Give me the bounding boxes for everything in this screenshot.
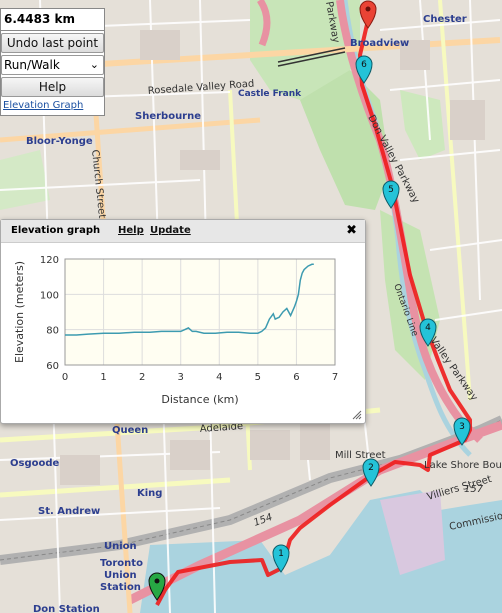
x-tick-label: 4 [216, 372, 222, 383]
close-icon[interactable]: ✖ [346, 223, 357, 238]
km-marker-4[interactable]: 4 [419, 318, 437, 347]
km-marker-3[interactable]: 3 [453, 417, 471, 446]
km-marker-2[interactable]: 2 [362, 458, 380, 487]
activity-mode-value: Run/Walk [4, 58, 60, 72]
y-axis-label: Elevation (meters) [13, 261, 26, 363]
plot-area [64, 258, 336, 366]
label-157: 157 [464, 484, 484, 495]
plot-border [64, 258, 336, 366]
label-queen: Queen [112, 425, 148, 436]
x-tick-label: 5 [255, 372, 261, 383]
chevron-down-icon: ⌄ [89, 58, 99, 71]
km-marker-label: 5 [388, 185, 394, 195]
label-bloor-yonge: Bloor-Yonge [26, 136, 93, 147]
label-toronto-union: Toronto Union Station [100, 558, 143, 593]
route-control-panel: 6.4483 km Undo last point Run/Walk ⌄ Hel… [0, 8, 105, 116]
x-tick-label: 2 [139, 372, 145, 383]
elevation-graph-popup: Elevation graph Help Update ✖ 0 1 2 3 4 5 6 7 60… [0, 219, 366, 424]
x-tick-label: 0 [62, 372, 68, 383]
km-marker-label: 1 [278, 549, 284, 559]
start-marker[interactable] [148, 572, 166, 601]
label-adelaide: Adelaide [199, 421, 243, 435]
popup-title: Elevation graph [11, 225, 101, 236]
x-tick-label: 6 [293, 372, 299, 383]
y-tick-label: 100 [40, 290, 59, 301]
undo-last-point-button[interactable]: Undo last point [1, 33, 104, 53]
end-marker[interactable] [359, 0, 377, 29]
label-broadview: Broadview [350, 38, 409, 49]
label-mill-street: Mill Street [335, 450, 386, 461]
route-line [155, 8, 472, 606]
label-lake-shore: Lake Shore Boulev [424, 460, 502, 471]
label-don-station: Don Station [33, 604, 100, 613]
km-marker-label: 6 [361, 60, 367, 70]
label-union: Union [104, 541, 137, 552]
y-tick-label: 60 [46, 361, 59, 372]
km-marker-label: 2 [368, 463, 374, 473]
y-tick-label: 80 [46, 326, 59, 337]
help-button[interactable]: Help [1, 77, 104, 97]
y-tick-label: 120 [40, 255, 59, 266]
label-st-andrew: St. Andrew [38, 506, 100, 517]
popup-help-link[interactable]: Help [118, 225, 144, 236]
popup-header: Elevation graph Help Update ✖ [1, 220, 365, 243]
resize-grip-icon[interactable] [352, 410, 362, 420]
elevation-graph-link[interactable]: Elevation Graph [3, 100, 84, 111]
label-osgoode: Osgoode [10, 458, 60, 469]
activity-mode-select[interactable]: Run/Walk ⌄ [1, 55, 104, 75]
km-marker-1[interactable]: 1 [272, 544, 290, 573]
distance-readout: 6.4483 km [1, 9, 104, 31]
x-tick-label: 3 [178, 372, 184, 383]
km-marker-5[interactable]: 5 [382, 180, 400, 209]
label-castle-frank: Castle Frank [238, 89, 302, 99]
km-marker-label: 4 [425, 323, 431, 333]
label-chester: Chester [423, 14, 467, 25]
x-axis-label: Distance (km) [161, 393, 238, 406]
x-tick-label: 7 [332, 372, 338, 383]
label-king: King [137, 488, 162, 499]
popup-update-link[interactable]: Update [150, 225, 191, 236]
elevation-chart: 0 1 2 3 4 5 6 7 60 80 100 120 Distance (km) Elevation… [13, 255, 338, 406]
km-marker-label: 3 [459, 422, 465, 432]
label-sherbourne: Sherbourne [135, 111, 201, 122]
km-marker-6[interactable]: 6 [355, 55, 373, 84]
elevation-series-line [65, 263, 314, 336]
x-tick-label: 1 [100, 372, 106, 383]
